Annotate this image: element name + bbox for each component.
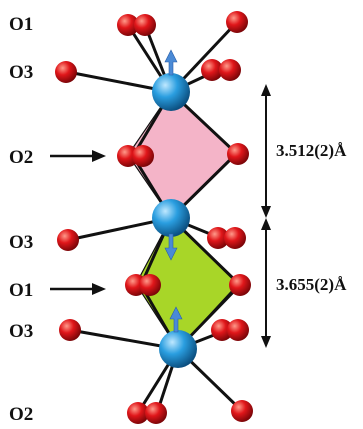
distance-label-lower: 3.655(2)Å: [276, 275, 347, 294]
right-arrow-icon: [92, 150, 106, 162]
oxygen-atom: [55, 61, 77, 83]
oxygen-atom: [117, 14, 139, 36]
oxygen-atom: [224, 227, 246, 249]
oxygen-atom: [231, 400, 253, 422]
oxygen-atom: [57, 229, 79, 251]
oxygen-atom: [145, 402, 167, 424]
label-o1-top: O1: [9, 14, 33, 35]
oxygen-atom: [132, 145, 154, 167]
moment-arrows: [164, 49, 183, 333]
oxygen-atom: [207, 227, 229, 249]
metal-atom-middle: [152, 199, 190, 237]
metal-atom-bottom: [159, 330, 197, 368]
label-o2-upper: O2: [9, 147, 33, 168]
oxygen-atom: [59, 319, 81, 341]
label-o3-middle: O3: [9, 232, 33, 253]
up-down-arrow-icon: [164, 233, 178, 261]
right-arrow-icon: [92, 283, 106, 295]
oxygen-atom: [211, 319, 233, 341]
oxygen-atom: [127, 402, 149, 424]
oxygen-atom: [227, 319, 249, 341]
metal-atom-top: [152, 73, 190, 111]
distance-markers: [261, 84, 271, 348]
oxygen-atom: [201, 59, 223, 81]
distance-label-upper: 3.512(2)Å: [276, 141, 347, 160]
oxygen-atom: [227, 143, 249, 165]
oxygen-atom: [229, 274, 251, 296]
label-o1-middle: O1: [9, 280, 33, 301]
up-down-arrow-icon: [169, 306, 183, 333]
label-o3-upper: O3: [9, 62, 33, 83]
oxygen-atom: [134, 14, 156, 36]
oxygen-atom: [219, 59, 241, 81]
oxygen-atom: [139, 274, 161, 296]
up-down-arrow-icon: [164, 49, 178, 76]
oxygen-atoms: [55, 11, 253, 424]
oxygen-atom: [226, 11, 248, 33]
label-o2-bottom: O2: [9, 404, 33, 425]
pointer-arrows: [50, 150, 106, 295]
label-o3-lower: O3: [9, 321, 33, 342]
